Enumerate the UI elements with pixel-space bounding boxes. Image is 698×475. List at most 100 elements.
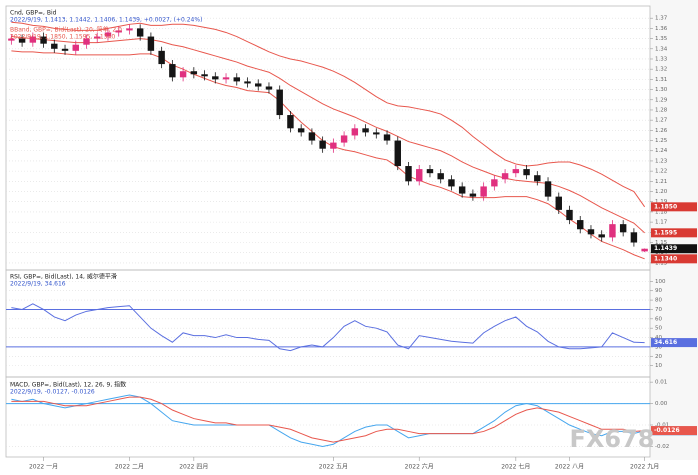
series-line [11, 50, 645, 260]
y-tick-label: 1.28 [655, 107, 668, 113]
y-tick-label: 60 [655, 316, 662, 322]
y-tick-label: 1.22 [655, 169, 667, 175]
y-tick-label: 70 [655, 307, 662, 313]
last-value-label: 34.616 [654, 339, 677, 346]
y-tick-label: 1.17 [655, 220, 668, 226]
last-value-box [651, 202, 697, 212]
candle-body [501, 173, 509, 180]
last-value-box [651, 228, 697, 238]
y-tick-label: 90 [655, 288, 662, 294]
candle-body [383, 134, 391, 141]
candle-body [308, 132, 316, 141]
y-tick-label: 1.20 [655, 189, 668, 195]
last-value-label: -0.0126 [654, 427, 680, 434]
y-tick-label: 1.36 [655, 26, 668, 32]
panel-title: RSI, GBP=, Bid(Last), 14, 威尔德平滑 [10, 273, 117, 281]
candle-body [201, 74, 208, 77]
y-tick-label: 10 [655, 363, 662, 369]
y-tick-label: 1.27 [655, 118, 668, 124]
candle-body [276, 89, 283, 116]
y-tick-label: 1.19 [655, 199, 668, 205]
panel-subtitle: 2022/9/19, 1.1413, 1.1442, 1.1406, 1.143… [10, 17, 202, 24]
candle-body [630, 232, 638, 243]
macd-panel [5, 376, 651, 458]
legend-values: 2022/9/19, 1.1850, 1.1595, 1.1340 [10, 34, 115, 41]
x-tick-label: 2022 五月 [319, 464, 348, 471]
x-tick-label: 2022 四月 [179, 464, 208, 471]
y-tick-label: 1.33 [655, 56, 668, 62]
candle-body [51, 43, 58, 49]
candle-body [94, 36, 101, 39]
candle-body [577, 220, 584, 230]
x-tick-label: 2022 八月 [555, 464, 584, 471]
candle-body [158, 50, 165, 65]
series-line [11, 21, 646, 208]
candle-body [40, 36, 47, 44]
x-tick-label: 2022 九月 [630, 463, 659, 471]
watermark: FX678 [570, 425, 655, 453]
candle-body [641, 248, 648, 252]
candle-body [448, 179, 455, 187]
last-value-box [651, 244, 697, 254]
candle-body [373, 132, 380, 135]
y-tick-label: 100 [655, 279, 666, 285]
panel-subtitle: 2022/9/19, 34.616 [10, 281, 66, 288]
y-tick-label: 1.13 [655, 260, 668, 266]
plot: 1.131.141.151.161.171.181.191.201.211.22… [6, 10, 697, 471]
y-tick-label: 50 [655, 326, 662, 332]
candle-body [115, 30, 122, 33]
panel-title: MACD, GBP=, Bid(Last), 12, 26, 9, 指数 [10, 381, 126, 389]
y-tick-label: 80 [655, 298, 662, 304]
candle-body [255, 83, 262, 87]
x-tick-label: 2022 二月 [115, 464, 144, 471]
candle-body [416, 169, 423, 182]
y-tick-label: 40 [655, 335, 662, 341]
candle-body [222, 77, 230, 80]
candle-body [598, 234, 605, 238]
series-line [11, 36, 645, 234]
last-value-label: 1.1340 [654, 255, 677, 262]
y-tick-label: 1.15 [655, 240, 668, 246]
candle-body [555, 196, 562, 210]
y-tick-label: 0.00 [655, 401, 668, 407]
candle-body [126, 28, 133, 31]
y-tick-label: 1.18 [655, 209, 668, 215]
y-tick-label: 1.35 [655, 36, 668, 42]
candle-body [491, 179, 498, 187]
candle-body [512, 169, 520, 174]
y-tick-label: 1.31 [655, 77, 667, 83]
candle-body [83, 38, 90, 45]
candle-body [340, 135, 348, 143]
y-tick-label: 20 [655, 354, 662, 360]
candle-body [179, 71, 187, 78]
candle-body [233, 77, 240, 82]
y-tick-label: 1.24 [655, 148, 668, 154]
candle-body [190, 71, 198, 75]
y-tick-label: 1.29 [655, 97, 668, 103]
candle-body [244, 81, 251, 84]
candle-body [523, 169, 530, 176]
x-tick-label: 2022 一月 [29, 464, 58, 471]
last-value-label: 1.1595 [654, 229, 677, 236]
candle-body [287, 115, 294, 129]
candle-body [319, 140, 326, 149]
candle-body [619, 224, 627, 233]
candle-body [8, 38, 15, 41]
candle-body [362, 128, 369, 133]
panel-title: Cnd, GBP=, Bid [10, 10, 57, 17]
candle-body [480, 186, 487, 197]
series-line [11, 394, 645, 447]
last-value-box [651, 426, 697, 436]
candle-body [147, 36, 155, 51]
candle-body [426, 169, 434, 174]
y-tick-label: -0.02 [655, 444, 669, 450]
y-tick-label: 1.21 [655, 179, 667, 185]
candle-body [136, 28, 144, 37]
candle-body [104, 32, 112, 37]
last-value-box [651, 254, 697, 264]
candle-body [330, 142, 337, 149]
y-tick-label: 1.30 [655, 87, 668, 93]
y-tick-label: 1.25 [655, 138, 668, 144]
candle-body [534, 175, 541, 182]
series-line [11, 303, 645, 352]
